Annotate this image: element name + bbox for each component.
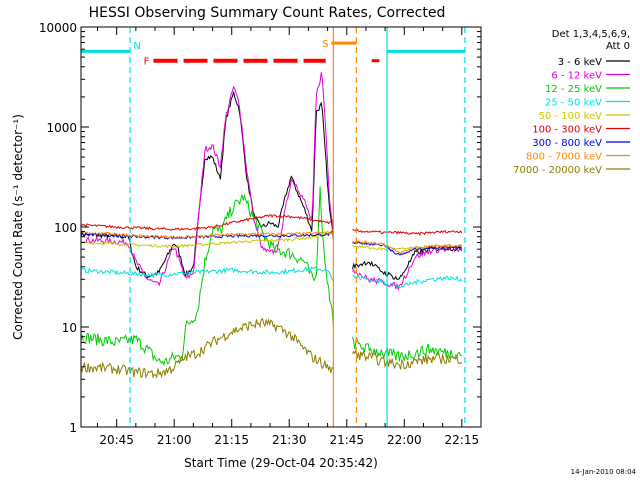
- x-axis-label: Start Time (29-Oct-04 20:35:42): [184, 456, 378, 470]
- series-segment-2-line-2: [352, 246, 463, 292]
- series-segment-2-line-7: [352, 240, 463, 256]
- legend-label-3: 12 - 25 keV: [545, 84, 602, 95]
- y-tick-label-4: 10000: [39, 21, 77, 35]
- series-segment-2-line-8: [352, 240, 463, 255]
- plot-frame: [80, 26, 482, 428]
- x-tick-label-4: 21:45: [329, 433, 364, 447]
- legend-label-7: 300 - 800 keV: [532, 138, 602, 149]
- data-layer: [81, 72, 463, 379]
- x-tick-label-6: 22:15: [445, 433, 480, 447]
- y-tick-label-2: 100: [54, 221, 77, 235]
- series-segment-2-line-4: [352, 274, 463, 289]
- legend-label-8: 800 - 7000 keV: [526, 152, 602, 163]
- chart-title: HESSI Observing Summary Count Rates, Cor…: [89, 5, 446, 21]
- x-tick-label-1: 21:00: [157, 433, 192, 447]
- annotation-layer: F S N: [81, 27, 466, 427]
- x-tick-label-2: 21:15: [214, 433, 249, 447]
- series-line-8: [81, 228, 334, 240]
- legend-label-5: 50 - 100 keV: [539, 111, 603, 122]
- y-axis-label: Corrected Count Rate (s⁻¹ detector⁻¹): [11, 114, 25, 340]
- series-line-6: [81, 214, 334, 232]
- series-line-7: [81, 231, 334, 240]
- y-tick-label-1: 10: [62, 321, 77, 335]
- x-tick-label-3: 21:30: [272, 433, 307, 447]
- flag-label-4: S: [322, 39, 328, 50]
- legend-label-9: 7000 - 20000 keV: [513, 165, 602, 176]
- series-segment-2-line-5: [352, 244, 463, 251]
- series-segment-2-line-6: [352, 228, 463, 236]
- legend-label-6: 100 - 300 keV: [532, 125, 602, 136]
- legend: Det 1,3,4,5,6,9,Att 0 3 - 6 keV 6 - 12 keV…: [513, 29, 630, 176]
- timestamp: 14-Jan-2010 08:04: [571, 468, 637, 476]
- series-line-2: [81, 72, 334, 287]
- series-line-5: [81, 231, 334, 249]
- x-tick-label-0: 20:45: [99, 433, 134, 447]
- series-segment-2-line-9: [352, 349, 463, 370]
- x-tick-label-5: 22:00: [387, 433, 422, 447]
- legend-header-1: Att 0: [606, 41, 630, 52]
- legend-label-4: 25 - 50 keV: [545, 98, 602, 109]
- legend-header-0: Det 1,3,4,5,6,9,: [552, 29, 630, 40]
- series-line-4: [81, 266, 334, 281]
- series-line-3: [81, 186, 334, 367]
- y-tick-label-0: 1: [69, 421, 77, 435]
- legend-label-1: 3 - 6 keV: [558, 57, 602, 68]
- series-line-1: [81, 91, 334, 279]
- series-segment-2-line-3: [352, 336, 462, 362]
- legend-label-2: 6 - 12 keV: [551, 71, 602, 82]
- flag-label-2: F: [144, 57, 150, 68]
- y-tick-label-3: 1000: [46, 121, 77, 135]
- axis-layer: 20:45 21:00 21:15 21:30 21:45 22:00 22:15 1 10 10…: [39, 21, 482, 447]
- series-line-9: [81, 317, 334, 379]
- flag-marker-5: N: [133, 41, 140, 52]
